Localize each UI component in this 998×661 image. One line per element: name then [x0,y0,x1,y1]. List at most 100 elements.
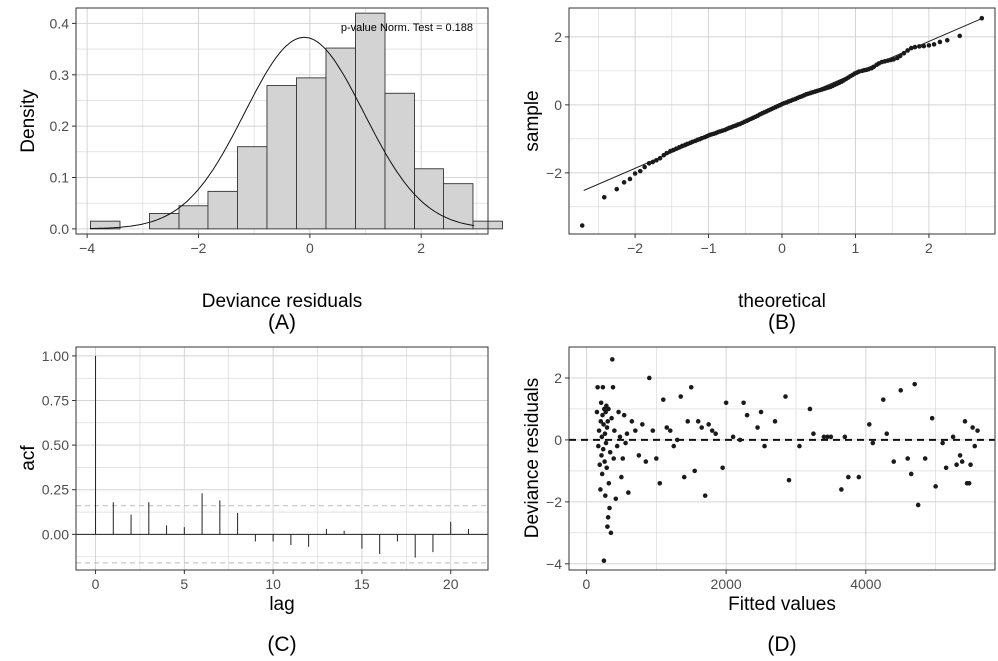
residual-point [616,409,621,415]
residual-point [678,394,684,399]
residual-point [600,446,606,452]
x-tick-label: −4 [79,240,95,256]
residual-point [688,384,694,390]
qq-point [632,171,638,176]
histogram-bar [296,77,327,230]
residual-point [621,412,627,418]
residual-point [664,425,670,430]
histogram-bar [443,183,474,230]
panel-border [75,346,489,571]
histogram-bar [325,47,356,230]
residual-point [650,428,656,433]
x-tick-label: −2 [191,240,207,256]
qq-point [905,48,910,53]
residual-point [600,412,605,418]
y-tick-label: −2 [546,494,562,510]
histogram-bar [90,220,121,230]
residual-point [842,434,848,440]
panel-label: (A) [268,311,296,334]
residual-point [636,453,642,458]
residual-point [660,397,666,402]
residual-point [741,400,746,406]
y-tick-label: 2 [554,29,562,45]
residual-point [699,425,704,430]
x-tick-label: 2000 [711,576,742,592]
qq-point [654,157,659,163]
residual-point [866,422,872,427]
residual-point [601,422,606,427]
residual-point [783,394,788,399]
residual-point [870,440,876,446]
residual-point [880,397,886,402]
residual-point [758,409,764,415]
y-axis-title: Deviance residuals [522,378,543,539]
residual-point [713,431,718,437]
x-axis-title: lag [269,594,294,615]
residual-point [598,487,603,492]
residual-point [821,434,827,440]
y-tick-label: −2 [546,165,562,181]
x-tick-label: 1 [852,240,860,256]
residual-point [599,471,605,477]
residual-point [723,400,729,406]
qq-point [601,194,607,200]
residual-point [612,428,617,433]
residual-point [966,480,972,486]
x-tick-label: 20 [443,576,459,592]
panel-b: −2 −1 0 1 2 −2 0 2 theoretical sample (B) [522,7,996,334]
residual-point [786,477,792,483]
y-tick-label: −4 [546,556,562,572]
residual-point [657,480,663,486]
residual-point [891,459,897,464]
qq-point [957,33,963,39]
residual-point [846,474,851,480]
x-tick-label: 0 [306,240,314,256]
x-axis-title: Deviance residuals [202,291,363,312]
y-tick-label: 0.4 [50,15,70,31]
residual-point [594,409,600,415]
residual-point [619,474,624,480]
normal-density-curve [89,36,475,230]
residual-point [797,443,802,449]
residual-point [604,465,610,471]
normality-test-annotation: p-value Norm. Test = 0.188 [341,22,473,34]
qq-point [664,150,669,156]
residual-point [624,431,630,437]
residual-point [807,406,813,412]
y-tick-label: 0.2 [50,118,70,134]
panel-label: (B) [768,311,796,334]
residual-point [599,453,604,458]
residual-point [620,456,626,461]
residual-point [692,468,698,474]
x-tick-label: −2 [627,240,643,256]
residual-point [772,419,778,424]
residual-point [959,459,965,464]
residual-point [611,456,616,461]
y-tick-label: 0 [554,432,562,448]
qq-point [642,164,647,170]
panel-c: 0 5 10 15 20 0.00 0.25 0.50 0.75 1.00 lag acf (C) [18,346,489,656]
panel-label: (C) [267,633,296,656]
residual-point [908,471,914,477]
residual-point [744,412,750,418]
residual-point [671,443,677,449]
qq-point [621,180,627,185]
panel-d: 0 2000 4000 −4 −2 0 2 Fitted values Deviance res… [522,346,996,656]
x-tick-label: 5 [180,576,188,592]
residual-point [596,428,602,433]
residual-point [602,431,608,437]
residual-point [604,425,610,430]
qq-point [921,43,927,49]
residual-point [603,409,608,415]
residual-point [605,419,611,424]
qq-point [637,168,643,174]
qq-point [944,37,950,43]
x-axis-title: Fitted values [728,594,836,615]
histogram-bar [266,85,297,230]
residual-point [601,558,607,564]
residual-point [755,425,760,430]
residual-point [609,415,614,421]
residual-point [972,443,978,449]
residual-point [737,437,743,443]
